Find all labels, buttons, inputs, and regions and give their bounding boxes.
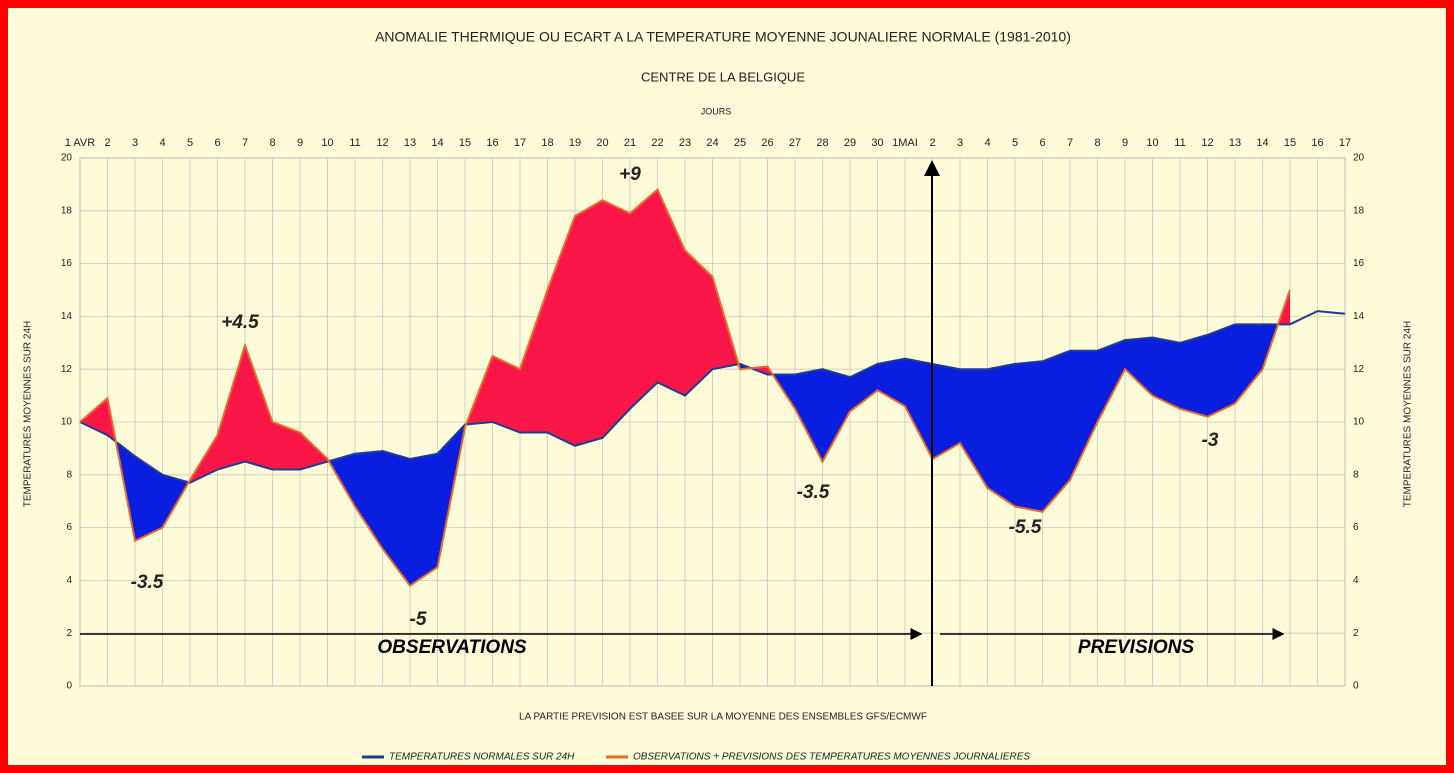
x-tick-label: 7 [242,137,248,149]
series-line [79,310,1346,484]
x-tick-label: 6 [1039,137,1045,149]
x-tick-label: 17 [514,137,526,149]
legend-label: TEMPERATURES NORMALES SUR 24H [389,752,575,763]
y-tick-label: 12 [61,364,73,375]
annotation: +4.5 [221,312,259,333]
x-tick-label: 7 [1067,137,1073,149]
x-tick-label: 8 [1094,137,1100,149]
series-line [79,188,1291,588]
x-tick-label: 9 [1122,137,1128,149]
y2-tick-label: 12 [1353,364,1365,375]
x-tick-label: 8 [269,137,275,149]
x-tick-label: 3 [957,137,963,149]
x-tick-label: 25 [734,137,746,149]
x-tick-label: 2 [929,137,935,149]
anomaly-above [80,189,1290,483]
y-tick-label: 8 [66,469,72,480]
x-tick-label: 11 [349,137,360,149]
y2-tick-label: 20 [1353,153,1365,164]
x-tick-label: 13 [1229,137,1241,149]
x-tick-label: 14 [1256,137,1268,149]
annotation: -5 [410,609,427,630]
x-tick-label: 10 [321,137,333,149]
footnote: LA PARTIE PREVISION EST BASEE SUR LA MOY… [519,712,927,723]
x-tick-label: 15 [1284,137,1296,149]
y2-tick-label: 8 [1353,469,1359,480]
y-tick-label: 20 [61,153,73,164]
y2-axis-label: TEMPERATURES MOYENNES SUR 24H [1403,321,1414,508]
x-tick-label: 4 [984,137,990,149]
x-tick-label: 23 [679,137,691,149]
x-tick-label: 3 [132,137,138,149]
x-tick-label: 21 [624,137,636,149]
x-tick-label: 10 [1146,137,1158,149]
annotation: +9 [619,164,641,185]
x-tick-label: 12 [1201,137,1213,149]
x-tick-label: 5 [187,137,193,149]
y-tick-label: 0 [66,681,72,692]
x-tick-label: 15 [459,137,471,149]
x-axis-label: JOURS [701,106,732,116]
y-tick-label: 14 [61,311,73,322]
y-tick-label: 2 [66,628,72,639]
x-tick-label: 14 [431,137,443,149]
x-tick-label: 19 [569,137,581,149]
annotation: -3.5 [797,482,830,503]
x-tick-label: 5 [1012,137,1018,149]
x-tick-label: 12 [376,137,388,149]
x-tick-label: 20 [596,137,608,149]
x-tick-label: 17 [1339,137,1351,149]
annotation: -3 [1202,430,1219,451]
x-tick-label: 29 [844,137,856,149]
y-tick-label: 10 [61,417,73,428]
x-tick-label: 26 [761,137,773,149]
y2-tick-label: 6 [1353,522,1359,533]
y-tick-label: 18 [61,205,73,216]
x-tick-label: 24 [706,137,718,149]
x-tick-label: 1 AVR [65,137,95,149]
y2-tick-label: 16 [1353,258,1365,269]
x-tick-label: 22 [651,137,663,149]
x-tick-label: 11 [1174,137,1185,149]
y2-tick-label: 2 [1353,628,1359,639]
y-axis-label: TEMPERATURES MOYENNES SUR 24H [23,321,34,508]
annotation: -3.5 [131,572,164,593]
y2-tick-label: 0 [1353,681,1359,692]
x-tick-label: 18 [541,137,553,149]
y2-tick-label: 18 [1353,205,1365,216]
x-tick-label: 2 [104,137,110,149]
phase-label: PREVISIONS [1078,637,1194,658]
phase-label: OBSERVATIONS [377,637,527,658]
x-tick-label: 1MAI [892,137,918,149]
x-tick-label: 13 [404,137,416,149]
y2-tick-label: 4 [1353,575,1359,586]
y-tick-label: 4 [66,575,72,586]
chart-title: ANOMALIE THERMIQUE OU ECART A LA TEMPERA… [375,29,1071,45]
legend-label: OBSERVATIONS + PREVISIONS DES TEMPERATUR… [633,752,1030,763]
x-tick-label: 28 [816,137,828,149]
y2-tick-label: 14 [1353,311,1365,322]
x-tick-label: 16 [1311,137,1323,149]
y-tick-label: 6 [66,522,72,533]
x-tick-label: 6 [214,137,220,149]
annotation: -5.5 [1009,517,1042,538]
chart-subtitle: CENTRE DE LA BELGIQUE [641,69,805,84]
x-tick-label: 16 [486,137,498,149]
x-tick-label: 30 [871,137,883,149]
y2-tick-label: 10 [1353,417,1365,428]
x-tick-label: 9 [297,137,303,149]
y-tick-label: 16 [61,258,73,269]
x-tick-label: 27 [789,137,801,149]
x-tick-label: 4 [159,137,165,149]
